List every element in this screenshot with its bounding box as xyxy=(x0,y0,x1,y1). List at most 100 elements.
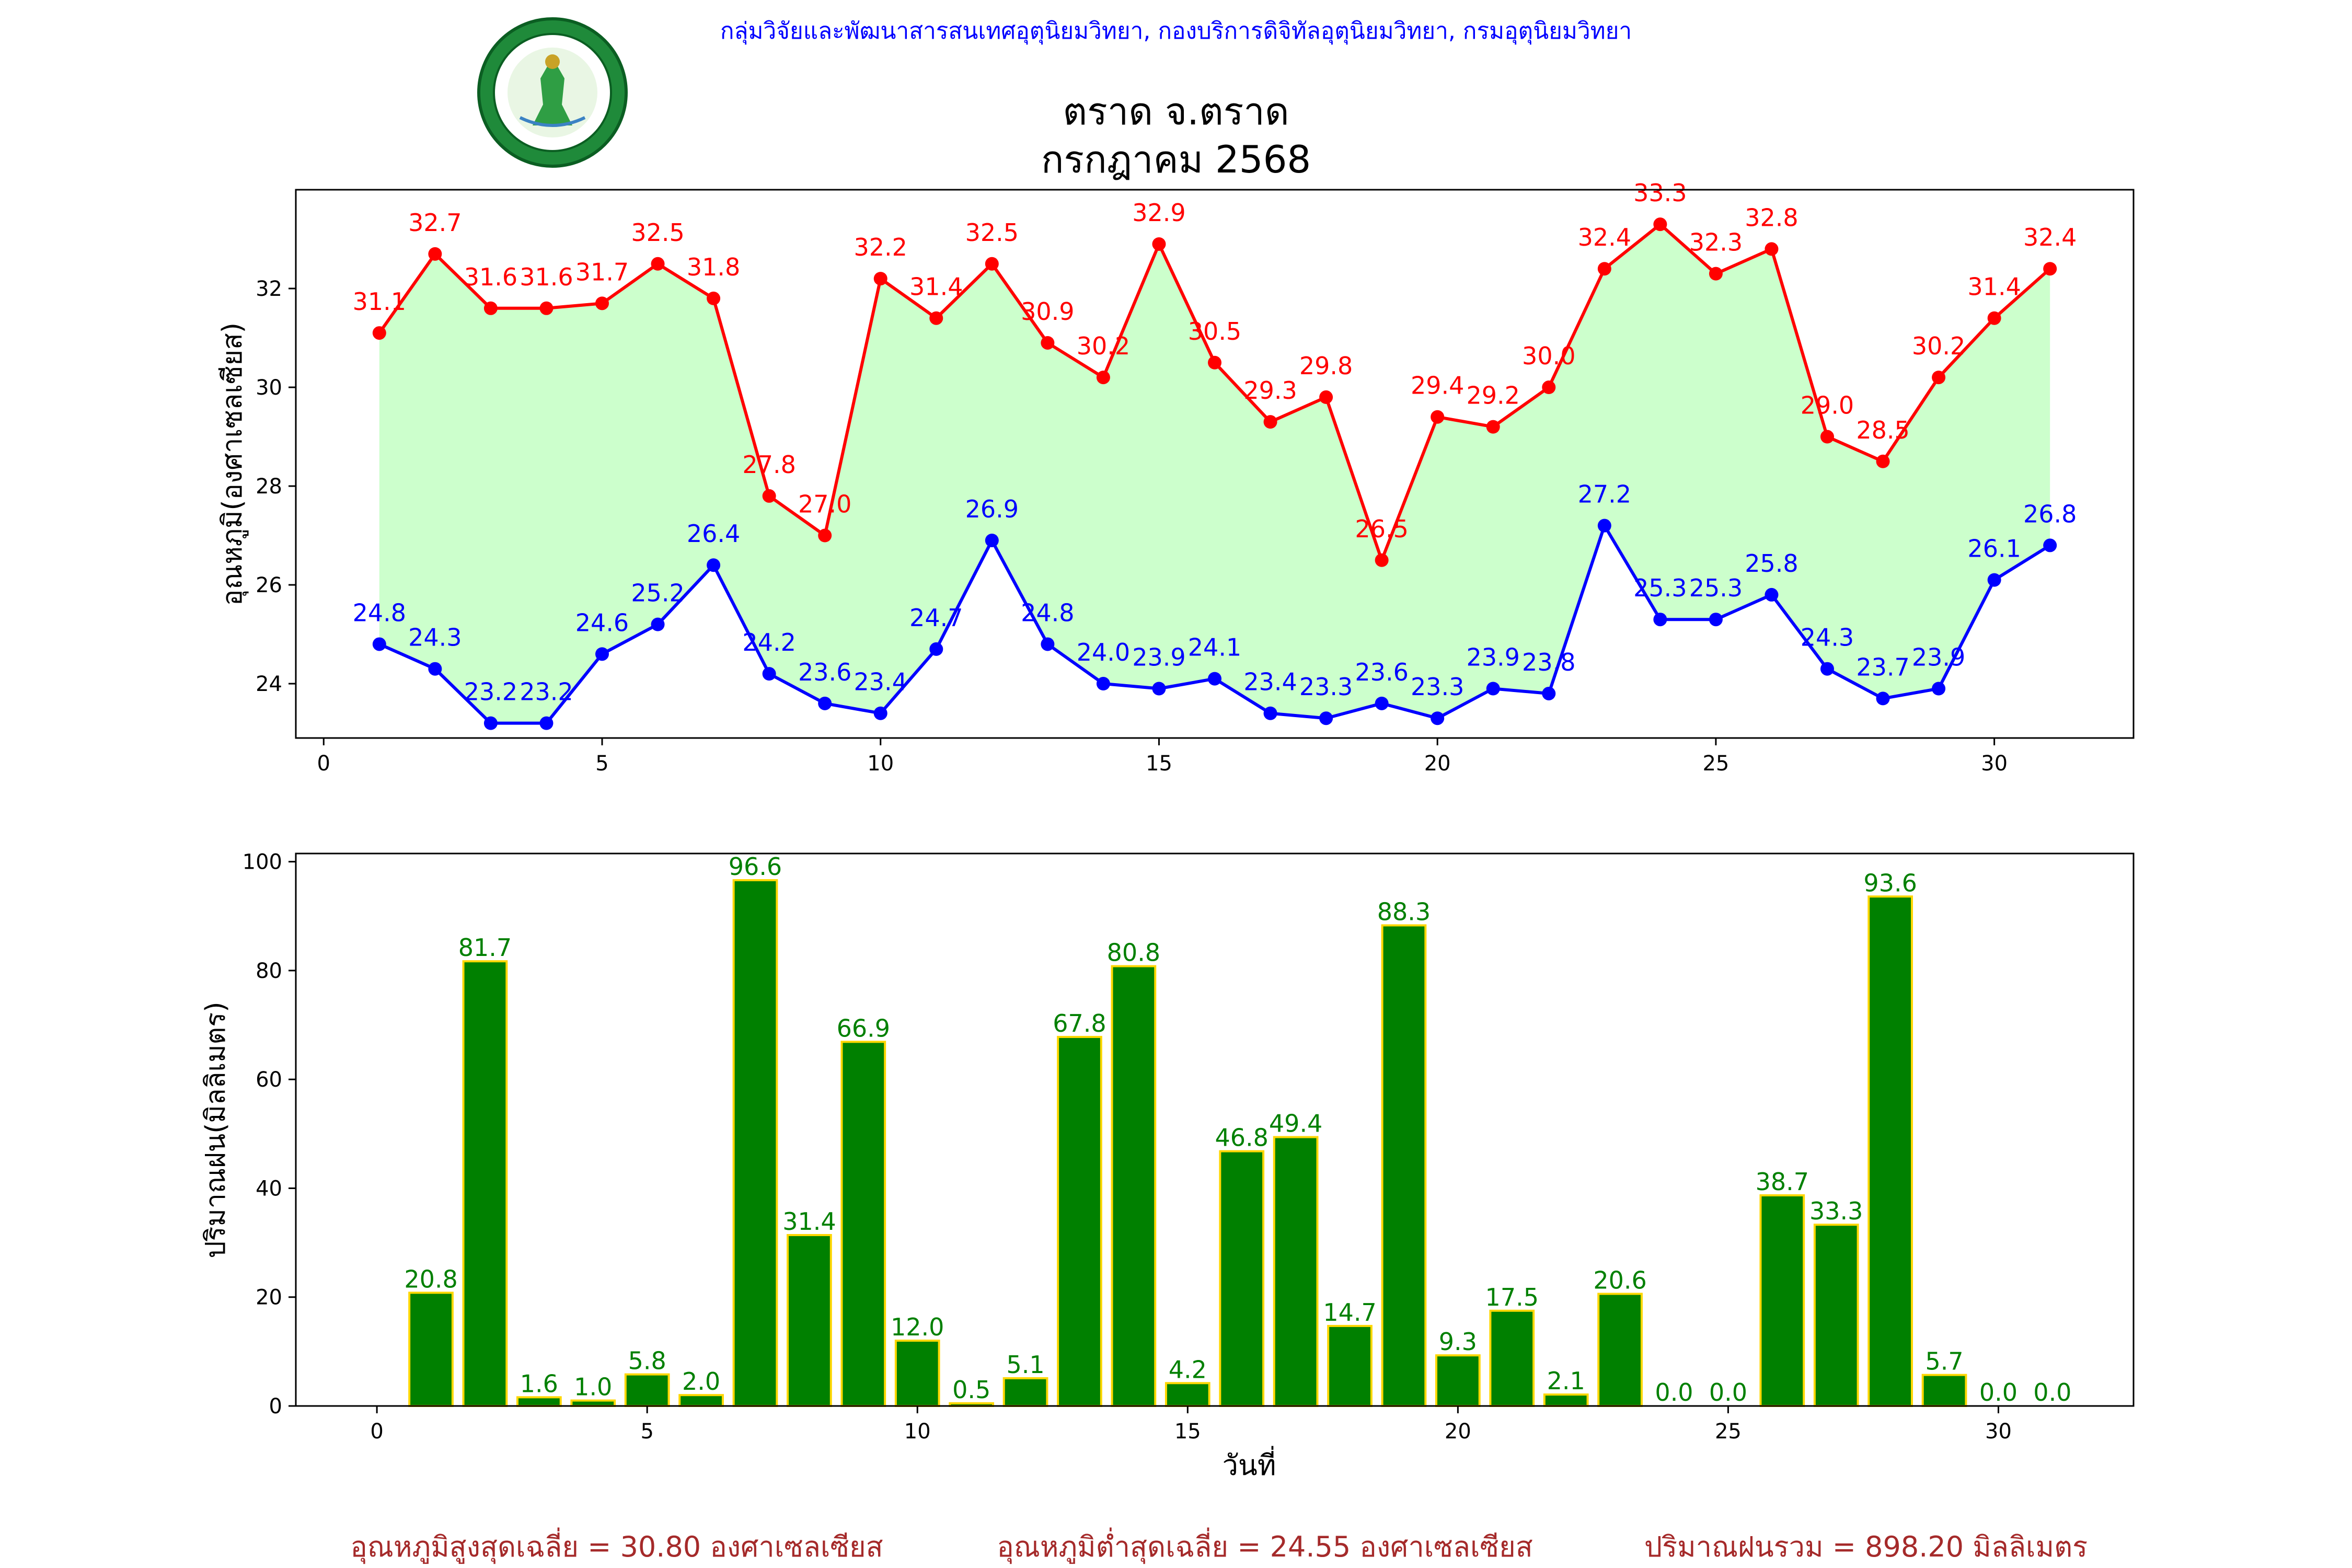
tmin-point xyxy=(1876,691,1890,706)
tmin-data-label: 25.2 xyxy=(631,579,684,607)
rain-data-label: 5.1 xyxy=(1006,1351,1044,1379)
tmin-point xyxy=(1041,637,1055,651)
tmin-point xyxy=(539,716,554,730)
total-rain-summary: ปริมาณฝนรวม = 898.20 มิลลิเมตร xyxy=(1644,1530,2088,1563)
temperature-chart: 31.132.731.6 31.6 31.732.531.827.827.032.2… xyxy=(217,179,2135,776)
tmin-point xyxy=(818,696,832,710)
rain-bar xyxy=(1543,1393,1589,1408)
tmax-point xyxy=(1486,420,1500,434)
tmax-point xyxy=(539,301,554,315)
rain-bar xyxy=(1759,1194,1805,1408)
tmax-point xyxy=(1932,371,1946,385)
rain-bar xyxy=(1597,1293,1643,1407)
tmin-point xyxy=(428,662,442,676)
temperature-x-tick-label: 15 xyxy=(1146,752,1172,776)
rain-data-label: 5.8 xyxy=(628,1347,666,1375)
tmax-data-label: 30.2 xyxy=(1912,332,1965,360)
rain-data-label: 14.7 xyxy=(1323,1298,1376,1327)
tmax-data-label: 29.3 xyxy=(1243,376,1297,405)
rain-data-label: 67.8 xyxy=(1053,1009,1106,1037)
tmin-data-label: 23.3 xyxy=(1411,673,1464,701)
tmax-data-label: 29.0 xyxy=(1801,391,1854,420)
tmax-data-label: 32.2 xyxy=(854,233,907,261)
tmin-point xyxy=(929,642,943,656)
rainfall-chart: 20.8 81.7 1.6 1.0 5.8 2.0 96.6 31.4 66.9 12.0 0.5 5… xyxy=(200,850,2135,1482)
tmin-data-label: 23.8 xyxy=(1522,648,1575,676)
tmin-point xyxy=(1319,711,1333,725)
tmax-data-label: 29.2 xyxy=(1467,382,1520,410)
tmin-data-label: 24.7 xyxy=(909,604,963,632)
rain-bar xyxy=(1165,1382,1210,1407)
tmin-point xyxy=(1542,686,1556,700)
tmax-data-label: 32.9 xyxy=(1132,199,1185,227)
temperature-axes-frame xyxy=(295,189,2135,739)
tmax-data-label: 30.0 xyxy=(1522,342,1575,370)
tmin-point xyxy=(1263,706,1277,720)
rain-data-label: 1.0 xyxy=(574,1373,612,1401)
tmin-data-label: 26.9 xyxy=(965,495,1019,523)
tmin-data-label: 23.2 xyxy=(464,678,517,706)
tmin-data-label: 24.6 xyxy=(575,608,629,637)
rainfall-x-tick-label: 20 xyxy=(1445,1420,1471,1444)
tmin-point xyxy=(762,667,776,681)
tmin-data-label: 23.4 xyxy=(854,668,907,696)
tmax-point xyxy=(1375,553,1389,567)
temperature-x-tick-label: 0 xyxy=(317,752,330,776)
rain-data-label: 2.0 xyxy=(682,1367,720,1396)
tmax-point xyxy=(1820,430,1834,444)
rainfall-x-tick-label: 0 xyxy=(370,1420,383,1444)
tmin-data-label: 24.8 xyxy=(1021,598,1074,627)
temperature-plot-area: 31.132.731.6 31.6 31.732.531.827.827.032.2… xyxy=(256,179,2135,776)
tmax-point xyxy=(985,257,999,271)
tmin-data-label: 27.2 xyxy=(1578,480,1631,509)
rain-data-label: 4.2 xyxy=(1169,1355,1207,1383)
tmin-point xyxy=(1375,696,1389,710)
tmin-data-label: 23.6 xyxy=(798,658,851,686)
tmax-point xyxy=(1263,415,1277,429)
tmin-data-label: 24.8 xyxy=(353,598,406,627)
rain-data-label: 5.7 xyxy=(1925,1347,1963,1376)
rain-data-label: 0.0 xyxy=(2033,1378,2071,1406)
rain-bar xyxy=(1489,1309,1535,1407)
tmin-data-label: 23.9 xyxy=(1912,643,1965,671)
tmax-data-label: 31.4 xyxy=(1967,273,2021,301)
rain-data-label: 93.6 xyxy=(1863,869,1917,897)
tmin-data-label: 23.3 xyxy=(1299,673,1353,701)
rain-data-label: 38.7 xyxy=(1756,1168,1809,1196)
department-logo xyxy=(477,17,628,168)
tmin-data-label: 23.4 xyxy=(1243,668,1297,696)
rainfall-x-tick-label: 30 xyxy=(1985,1420,2012,1444)
tmax-data-label: 30.2 xyxy=(1077,332,1130,360)
rain-data-label: 88.3 xyxy=(1377,897,1431,926)
tmin-point xyxy=(1597,518,1611,533)
rain-bar xyxy=(1867,895,1913,1407)
tmin-data-label: 26.8 xyxy=(2023,500,2077,528)
rain-data-label: 0.0 xyxy=(1709,1378,1747,1406)
tmax-data-label: 31.8 xyxy=(687,253,740,281)
rain-bar xyxy=(1273,1136,1319,1407)
rainfall-x-tick-label: 10 xyxy=(904,1420,931,1444)
tmax-point xyxy=(873,272,887,286)
rainfall-plot-area: 20.8 81.7 1.6 1.0 5.8 2.0 96.6 31.4 66.9 12.0 0.5 5… xyxy=(243,850,2135,1444)
rain-bar xyxy=(678,1394,724,1407)
tmax-data-label: 26.5 xyxy=(1355,515,1408,543)
rain-data-label: 2.1 xyxy=(1547,1367,1585,1395)
rain-bar xyxy=(408,1292,454,1407)
tmin-point xyxy=(483,716,498,730)
rain-data-label: 81.7 xyxy=(458,933,512,962)
rain-bar xyxy=(787,1234,832,1407)
rain-data-label: 66.9 xyxy=(837,1014,890,1042)
tmax-point xyxy=(1542,381,1556,395)
tmax-data-label: 28.5 xyxy=(1856,416,1909,444)
tmax-point xyxy=(818,528,832,543)
tmax-data-label: 29.8 xyxy=(1299,352,1353,380)
tmin-point xyxy=(1152,682,1166,696)
rain-data-label: 0.0 xyxy=(1979,1378,2017,1406)
tmax-point xyxy=(1876,454,1890,468)
rain-data-label: 17.5 xyxy=(1485,1283,1539,1311)
tmin-point xyxy=(1709,613,1723,627)
temperature-x-tick-label: 10 xyxy=(867,752,894,776)
temperature-range-fill xyxy=(379,224,2050,723)
tmin-point xyxy=(1987,573,2001,587)
